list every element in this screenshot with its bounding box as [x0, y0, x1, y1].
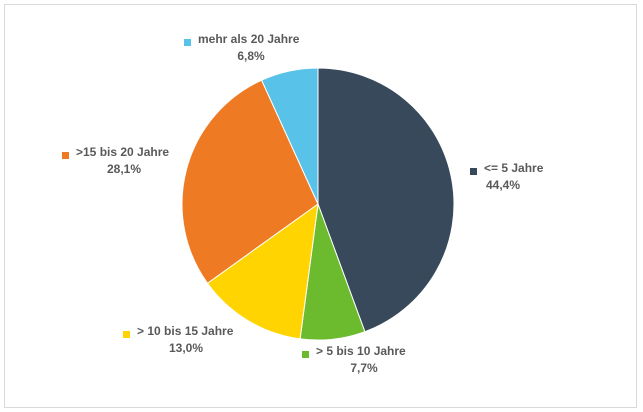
pie-slice-4: [181, 79, 319, 284]
legend-marker-1: [470, 168, 477, 175]
slice-label-1: <= 5 Jahre: [484, 161, 544, 175]
slice-value-5: 6,8%: [237, 49, 265, 63]
slice-label-4: >15 bis 20 Jahre: [76, 145, 169, 159]
pie-slices: [181, 67, 455, 341]
slice-value-2: 7,7%: [350, 361, 378, 375]
slice-value-3: 13,0%: [169, 341, 203, 355]
pie-slice-1: [317, 67, 455, 333]
pie-slice-5: [260, 67, 319, 205]
legend-marker-4: [62, 152, 69, 159]
legend-marker-3: [123, 331, 130, 338]
slice-value-4: 28,1%: [107, 162, 141, 176]
slice-label-3: > 10 bis 15 Jahre: [137, 324, 234, 338]
legend-marker-2: [302, 351, 309, 358]
pie-labels: <= 5 Jahre 44,4% > 5 bis 10 Jahre 7,7% > 10 …: [62, 32, 544, 375]
slice-label-2: > 5 bis 10 Jahre: [316, 344, 406, 358]
slice-label-5: mehr als 20 Jahre: [198, 32, 300, 46]
legend-marker-5: [184, 39, 191, 46]
slice-value-1: 44,4%: [486, 178, 520, 192]
pie-slice-3: [206, 202, 319, 340]
